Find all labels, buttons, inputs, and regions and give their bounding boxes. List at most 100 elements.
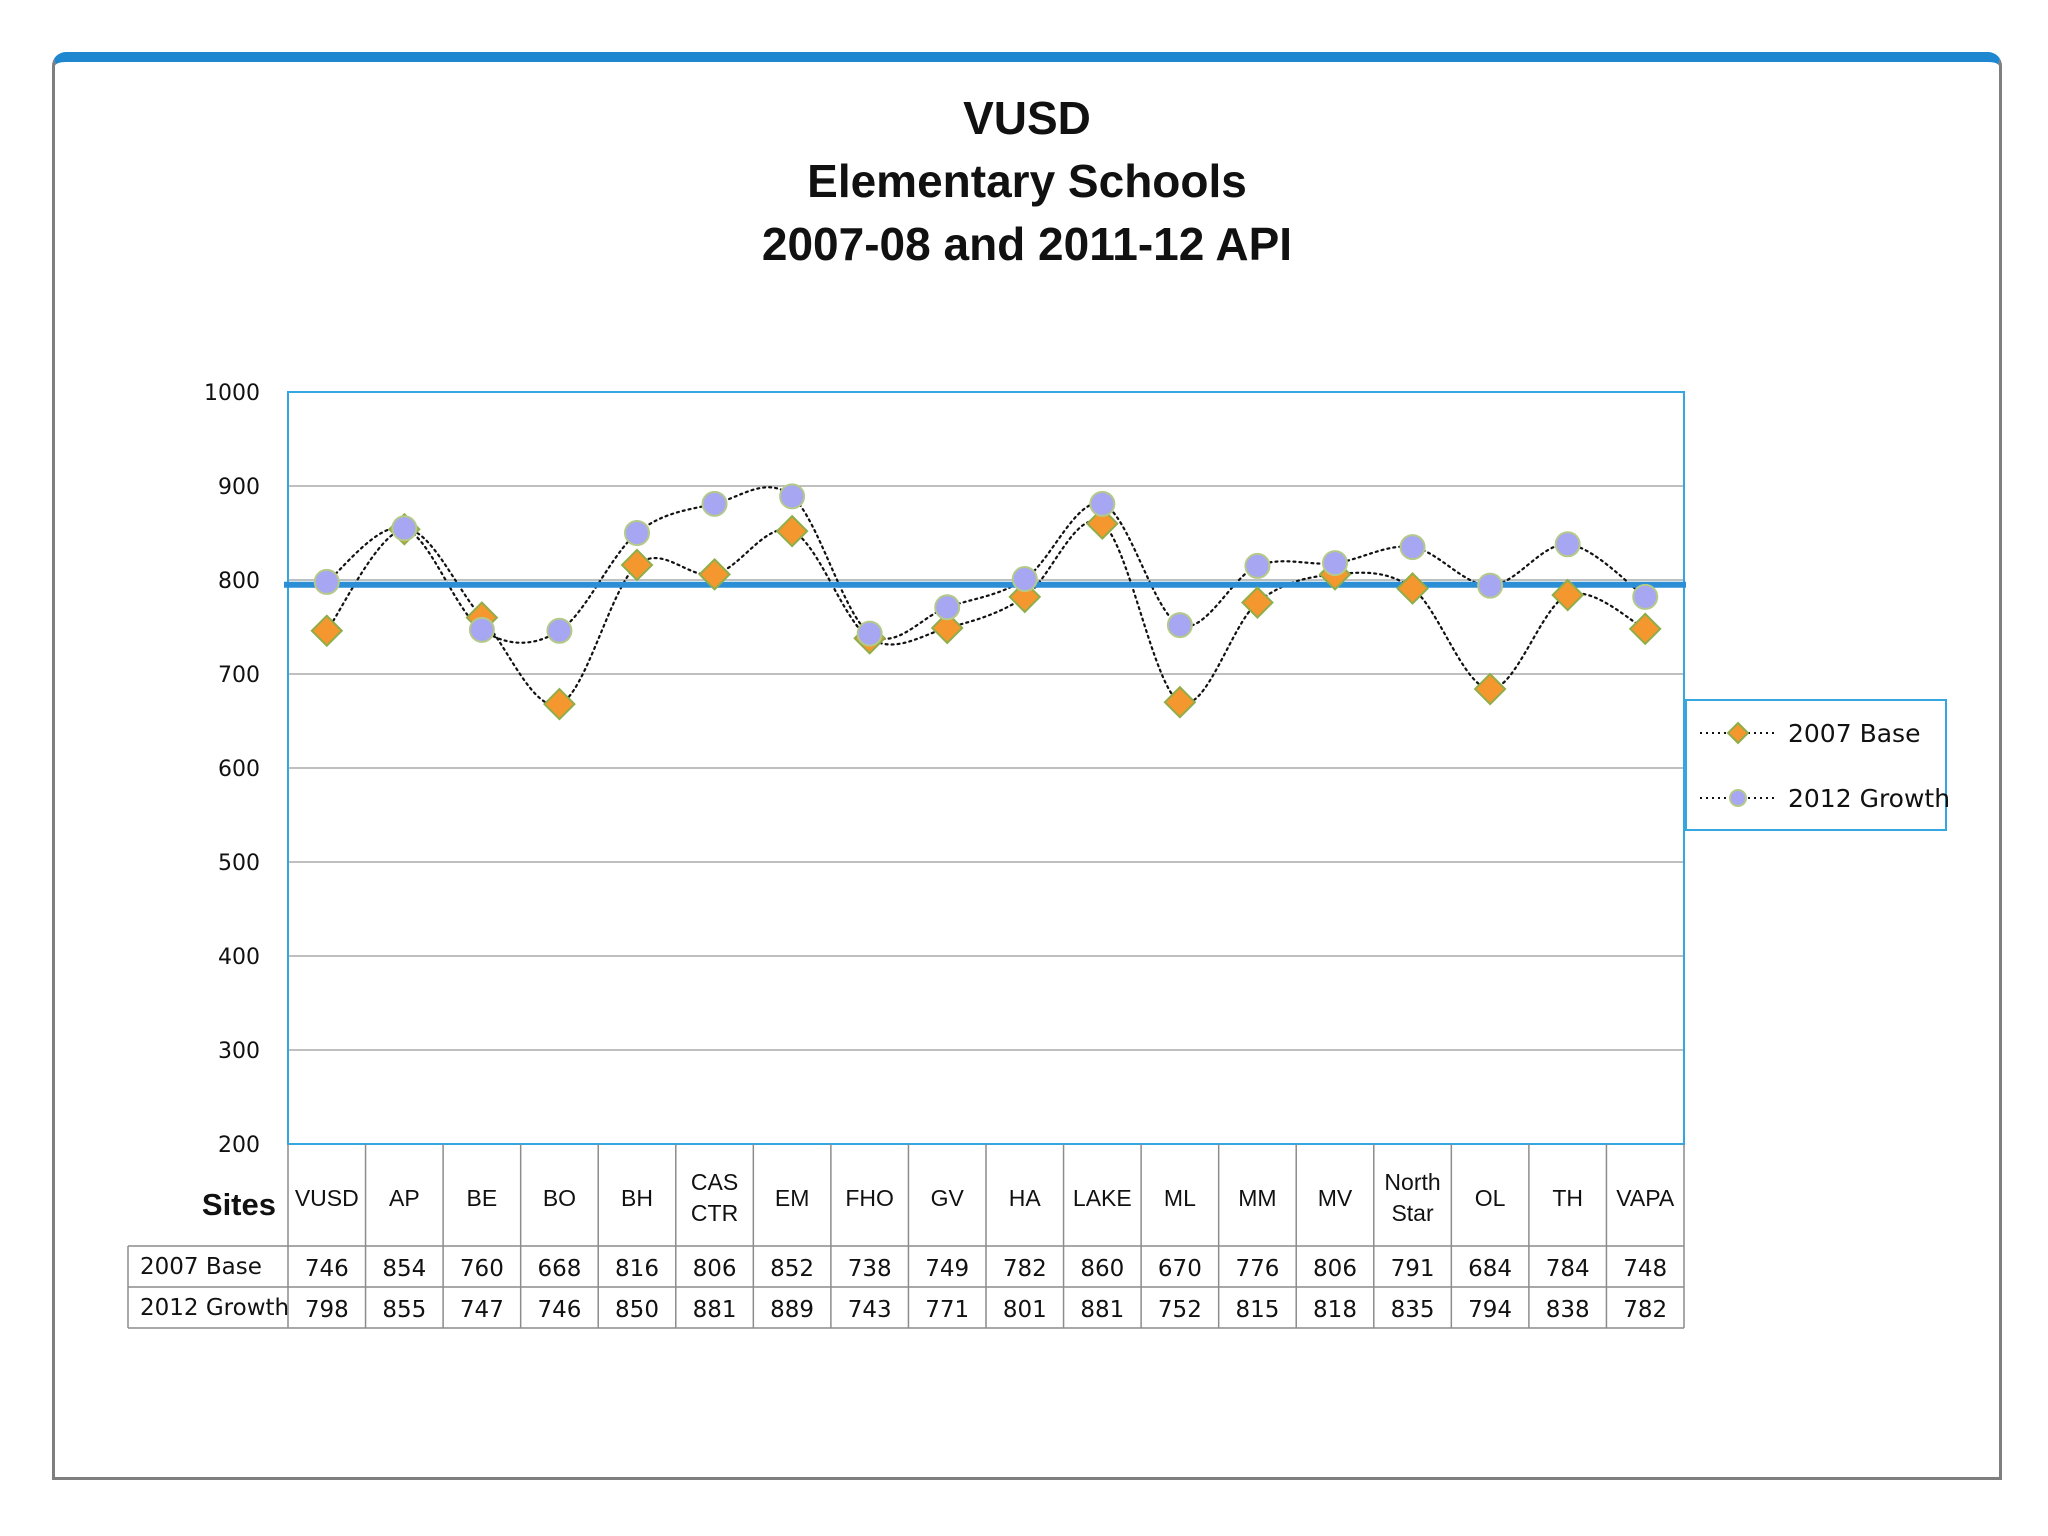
data-label: 746 [537, 1297, 581, 1323]
y-tick-label: 500 [218, 851, 260, 876]
data-label: 881 [693, 1297, 737, 1323]
data-table: Sites VUSD AP BE BO BH CAS CTR EM FHO GV HA LAKE ML MM… [127, 1144, 1685, 1329]
x-tick-label: ML [1164, 1185, 1196, 1211]
data-label: 798 [305, 1297, 349, 1323]
x-tick-label: HA [1009, 1185, 1042, 1211]
growth-marker [1632, 583, 1659, 610]
growth-marker [1089, 490, 1116, 517]
series-markers [310, 483, 1662, 721]
y-tick-label: 1000 [204, 381, 260, 406]
base-marker [1473, 672, 1507, 706]
x-tick-label: MM [1238, 1185, 1276, 1211]
x-tick-label: CAS [691, 1169, 738, 1195]
data-label: 776 [1235, 1256, 1279, 1282]
x-tick-label: VUSD [295, 1185, 359, 1211]
legend-label: 2007 Base [1788, 719, 1920, 748]
y-axis-ticks: 200 300 400 500 600 700 800 900 1000 [204, 381, 260, 1158]
data-label: 838 [1546, 1297, 1590, 1323]
y-tick-label: 800 [218, 569, 260, 594]
y-tick-label: 400 [218, 945, 260, 970]
base-marker [1163, 685, 1197, 719]
x-tick-label: OL [1475, 1185, 1506, 1211]
growth-marker [624, 520, 650, 546]
growth-marker [468, 616, 495, 643]
data-label: 806 [1313, 1256, 1357, 1282]
base-marker [775, 514, 809, 548]
legend-growth-marker [1729, 789, 1747, 807]
data-label: 816 [615, 1256, 659, 1282]
growth-marker [856, 620, 883, 647]
base-marker [1085, 507, 1119, 541]
data-label: 806 [693, 1256, 737, 1282]
data-label: 852 [770, 1256, 814, 1282]
series-line-growth [325, 486, 1647, 644]
data-label: 684 [1468, 1256, 1512, 1282]
x-tick-label: AP [389, 1185, 420, 1211]
x-tick-label: GV [931, 1185, 965, 1211]
growth-marker [779, 483, 806, 510]
data-label: 747 [460, 1297, 504, 1323]
x-tick-label: CTR [691, 1200, 738, 1226]
base-marker [698, 557, 731, 591]
chart-title-line: Elementary Schools [807, 155, 1247, 207]
data-label: 752 [1158, 1297, 1202, 1323]
data-label: 771 [925, 1297, 969, 1323]
base-marker [543, 687, 576, 721]
growth-marker [934, 594, 961, 621]
data-label: 835 [1391, 1297, 1435, 1323]
data-label: 782 [1003, 1256, 1047, 1282]
x-tick-label: EM [775, 1185, 810, 1211]
data-label: 782 [1623, 1297, 1667, 1323]
series-lines [325, 486, 1647, 706]
growth-marker [546, 617, 573, 644]
chart-title-line: 2007-08 and 2011-12 API [762, 218, 1292, 270]
growth-marker [313, 568, 340, 595]
growth-marker [1477, 572, 1504, 599]
growth-marker [701, 490, 728, 517]
data-label: 791 [1391, 1256, 1435, 1282]
chart-title-line: VUSD [963, 92, 1091, 144]
data-label: 794 [1468, 1297, 1512, 1323]
data-label: 818 [1313, 1297, 1357, 1323]
data-label: 860 [1080, 1256, 1124, 1282]
data-label: 670 [1158, 1256, 1202, 1282]
base-marker [1551, 578, 1585, 612]
x-tick-label: FHO [845, 1185, 894, 1211]
x-tick-label: Star [1391, 1200, 1434, 1226]
data-label: 749 [925, 1256, 969, 1282]
x-tick-label: MV [1318, 1185, 1353, 1211]
data-label: 889 [770, 1297, 814, 1323]
legend: 2007 Base 2012 Growth [1685, 699, 1950, 831]
x-tick-label: LAKE [1073, 1185, 1132, 1211]
x-tick-label: BO [543, 1185, 576, 1211]
y-tick-label: 300 [218, 1039, 260, 1064]
data-label: 743 [848, 1297, 892, 1323]
table-header-sites: Sites [202, 1187, 276, 1222]
base-marker [1396, 572, 1429, 605]
x-tick-label: BE [467, 1185, 498, 1211]
x-tick-label: TH [1552, 1185, 1583, 1211]
y-tick-label: 900 [218, 475, 260, 500]
growth-marker [1011, 566, 1038, 593]
base-marker [1241, 586, 1274, 619]
y-tick-label: 600 [218, 757, 260, 782]
data-label: 815 [1235, 1297, 1279, 1323]
data-label: 801 [1003, 1297, 1047, 1323]
data-label: 760 [460, 1256, 504, 1282]
growth-marker [1399, 534, 1426, 561]
base-marker [930, 611, 964, 645]
growth-marker [1244, 552, 1271, 579]
table-row-label: 2007 Base [140, 1254, 262, 1280]
data-label: 738 [848, 1256, 892, 1282]
growth-marker [1554, 531, 1581, 558]
data-label: 784 [1546, 1256, 1590, 1282]
legend-label: 2012 Growth [1788, 784, 1950, 813]
growth-marker [391, 515, 418, 542]
chart-title: VUSD Elementary Schools 2007-08 and 2011-1… [762, 92, 1292, 270]
data-label: 850 [615, 1297, 659, 1323]
x-tick-label: VAPA [1616, 1185, 1675, 1211]
data-label: 748 [1623, 1256, 1667, 1282]
gridlines [288, 485, 1684, 1051]
legend-box [1685, 699, 1947, 831]
